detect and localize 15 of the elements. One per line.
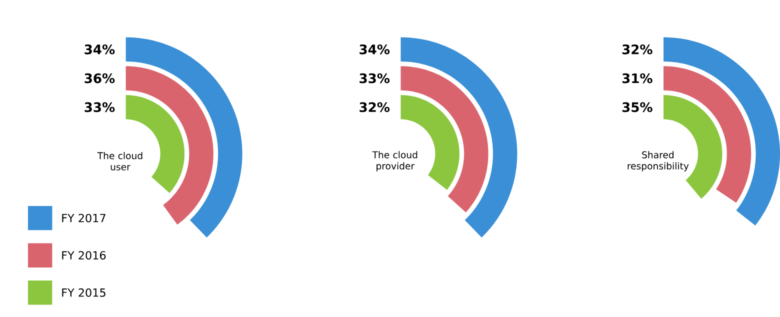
data-label: 31% xyxy=(622,73,652,84)
data-label: 32% xyxy=(622,44,652,54)
data-label: 34% xyxy=(360,44,390,54)
data-label: 36% xyxy=(84,73,115,84)
data-label: 33% xyxy=(84,102,115,112)
data-label: 34% xyxy=(84,44,115,54)
category-label: The cloud user xyxy=(97,152,142,170)
legend-label: FY 2016 xyxy=(62,251,106,260)
data-label: 33% xyxy=(360,73,390,84)
data-label: 35% xyxy=(622,102,652,112)
data-label: 32% xyxy=(360,102,390,112)
legend-label: FY 2015 xyxy=(62,288,106,297)
legend-label: FY 2017 xyxy=(62,214,106,222)
category-label: Shared responsibility xyxy=(628,151,689,172)
category-label: The cloud provider xyxy=(372,151,418,172)
